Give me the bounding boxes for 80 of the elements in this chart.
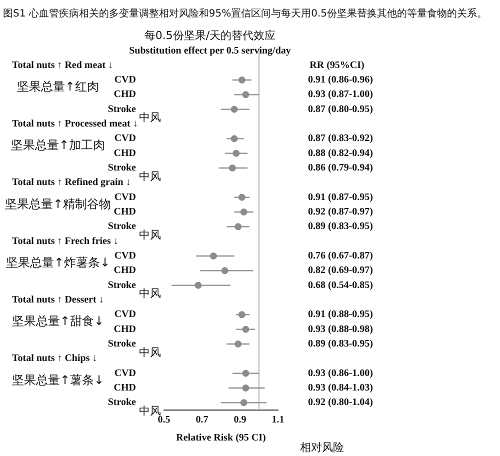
data-label: 0.91 (0.87-0.95) — [308, 192, 373, 203]
data-label: 0.88 (0.82-0.94) — [308, 148, 373, 159]
y-tick-label: CVD — [114, 250, 136, 262]
point — [242, 91, 250, 98]
data-label: 0.89 (0.83-0.95) — [308, 221, 373, 232]
text: 坚果总量↑红肉 — [16, 79, 100, 94]
text: 中风 — [139, 228, 161, 242]
y-tick-label: Stroke — [108, 104, 137, 115]
point — [234, 340, 242, 348]
y-tick-label: CHD — [114, 382, 136, 394]
point — [242, 384, 250, 392]
text: 坚果总量↑炸薯条↓ — [6, 255, 110, 270]
y-tick-label: CVD — [114, 74, 136, 86]
text: Total nuts ↑ Dessert ↓ — [12, 294, 104, 306]
data-label: 0.86 (0.79-0.94) — [308, 162, 373, 174]
text: 坚果总量↑精制谷物 — [4, 196, 112, 211]
y-tick-label: CHD — [114, 148, 136, 159]
x-tick-label: 0.7 — [196, 414, 208, 426]
y-tick-label: Stroke — [108, 397, 137, 408]
y-tick-label: CVD — [114, 133, 136, 144]
text: 中风 — [139, 287, 161, 300]
y-tick-label: CVD — [114, 192, 136, 203]
point — [240, 399, 248, 406]
text: Total nuts ↑ Processed meat ↓ — [12, 118, 138, 130]
data-label: 0.93 (0.87-1.00) — [308, 89, 373, 100]
text: 中风 — [139, 346, 161, 359]
data-label: 0.89 (0.83-0.95) — [308, 338, 373, 350]
y-tick-label: CVD — [114, 368, 136, 379]
chart-title: 图S1 心血管疾病相关的多变量调整相对风险和95%置信区间与每天用0.5份坚果替换其他的等量食物的关系。 — [3, 8, 488, 20]
point — [234, 223, 242, 230]
x-tick-label: 0.5 — [158, 414, 170, 426]
point — [242, 370, 250, 377]
y-tick-label: CVD — [114, 309, 136, 320]
point — [242, 326, 250, 333]
text: 相对风险 — [300, 440, 344, 454]
y-tick-label: Stroke — [108, 280, 137, 291]
point — [230, 135, 238, 142]
data-label: 0.87 (0.80-0.95) — [308, 104, 373, 115]
text: 坚果总量↑甜食↓ — [12, 314, 104, 328]
point — [221, 267, 228, 274]
x-axis-title: Relative Risk (95 CI) — [176, 432, 266, 444]
text: Total nuts ↑ Refined grain ↓ — [12, 177, 131, 188]
text: 坚果总量↑加工肉 — [10, 138, 106, 152]
point — [210, 252, 217, 260]
point — [238, 76, 246, 84]
data-label: 0.76 (0.67-0.87) — [308, 250, 373, 262]
y-tick-label: CHD — [114, 89, 136, 100]
data-label: 0.82 (0.69-0.97) — [308, 265, 373, 276]
data-label: 0.87 (0.83-0.92) — [308, 133, 373, 144]
text: Total nuts ↑ Chips ↓ — [12, 353, 98, 364]
point — [240, 208, 248, 216]
y-tick-label: CHD — [114, 265, 136, 276]
text: Total nuts ↑ Red meat ↓ — [12, 60, 114, 71]
data-label: 0.92 (0.87-0.97) — [308, 206, 373, 218]
point — [238, 194, 246, 201]
chart-subtitle: 每0.5份坚果/天的替代效应 Substitution effect per 0.5 serving/day — [129, 28, 291, 57]
data-label: 0.91 (0.88-0.95) — [308, 309, 373, 320]
point — [228, 164, 236, 172]
point — [238, 311, 246, 318]
x-tick-label: 1.1 — [272, 414, 284, 426]
data-label: 0.93 (0.84-1.03) — [308, 382, 373, 394]
y-tick-label: CHD — [114, 206, 136, 218]
data-label: 0.91 (0.86-0.96) — [308, 74, 373, 86]
data-label: 0.92 (0.80-1.04) — [308, 397, 373, 408]
text: 中风 — [139, 170, 161, 183]
data-label: 0.93 (0.88-0.98) — [308, 324, 373, 335]
text: 坚果总量↑薯条↓ — [12, 372, 104, 387]
point — [194, 282, 202, 289]
point — [232, 150, 240, 157]
y-tick-label: CHD — [114, 324, 136, 335]
text: RR (95%CI) — [310, 60, 364, 71]
point — [230, 106, 238, 113]
data-label: 0.68 (0.54-0.85) — [308, 280, 373, 291]
data-label: 0.93 (0.86-1.00) — [308, 368, 373, 379]
y-tick-label: Stroke — [108, 162, 137, 174]
text: 中风 — [139, 111, 161, 124]
x-tick-label: 0.9 — [234, 414, 246, 426]
text: Total nuts ↑ Frech fries ↓ — [12, 236, 118, 247]
y-tick-label: Stroke — [108, 338, 137, 350]
y-tick-label: Stroke — [108, 221, 137, 232]
